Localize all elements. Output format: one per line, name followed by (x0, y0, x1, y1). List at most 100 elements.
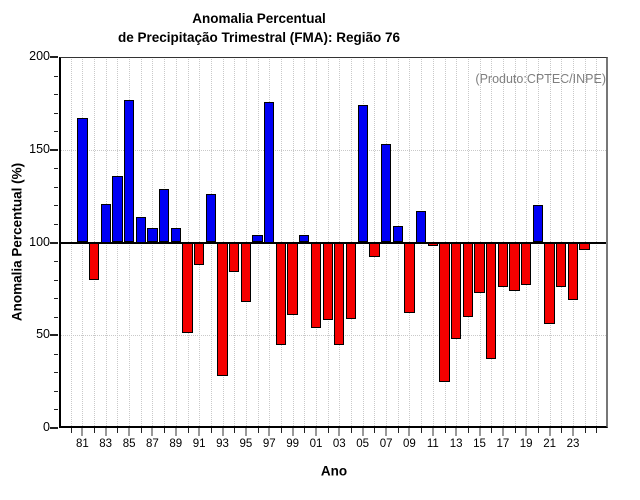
x-major-tick (525, 428, 528, 436)
y-major-tick (50, 56, 58, 58)
bar-1999 (287, 242, 298, 315)
x-major-tick (572, 428, 574, 436)
y-minor-tick (54, 279, 58, 281)
x-minor-tick (70, 428, 72, 433)
bar-2001 (310, 242, 322, 328)
x-major-tick (408, 428, 411, 436)
bar-2014 (462, 242, 473, 317)
x-tick-label: 23 (566, 438, 580, 450)
x-tick-label: 89 (169, 438, 183, 450)
x-tick-label: 87 (145, 438, 159, 450)
x-major-tick (478, 428, 481, 436)
produto-annotation: (Produto:CPTEC/INPE) (475, 72, 606, 86)
y-minor-tick (54, 353, 58, 355)
bar-2010 (415, 211, 427, 243)
y-tick-label: 0 (43, 420, 50, 434)
bar-2016 (486, 242, 497, 360)
x-minor-tick (257, 428, 259, 433)
bar-2005 (357, 105, 368, 243)
x-tick-label: 91 (192, 438, 206, 450)
bar-1995 (240, 242, 252, 302)
y-minor-tick (54, 186, 58, 188)
bar-1994 (229, 242, 240, 273)
x-major-tick (268, 428, 271, 436)
x-tick-label: 17 (496, 438, 510, 450)
bar-1981 (77, 118, 88, 243)
x-major-tick (431, 428, 434, 436)
y-tick-label: 150 (29, 141, 50, 156)
y-minor-tick (54, 94, 58, 96)
x-tick-label: 95 (239, 438, 253, 450)
bar-2012 (439, 242, 450, 382)
x-minor-tick (327, 428, 329, 433)
x-tick-label: 11 (426, 438, 439, 450)
x-minor-tick (467, 428, 469, 433)
x-minor-tick (234, 428, 236, 433)
x-tick-label: 01 (309, 438, 323, 450)
y-major-tick (50, 334, 58, 337)
x-major-tick (315, 428, 317, 436)
bar-2021 (544, 242, 555, 325)
baseline-100 (59, 241, 608, 244)
x-tick-label: 03 (332, 438, 346, 450)
bar-2018 (509, 242, 520, 291)
y-minor-tick (54, 316, 58, 318)
x-major-tick (361, 428, 364, 436)
horizontal-gridline (59, 149, 608, 151)
x-minor-tick (491, 428, 493, 433)
x-major-tick (174, 428, 177, 436)
x-tick-label: 05 (356, 438, 370, 450)
y-tick-label: 100 (29, 234, 50, 249)
x-minor-tick (374, 428, 376, 433)
bar-2017 (497, 242, 509, 287)
x-minor-tick (584, 428, 586, 433)
bar-1985 (123, 99, 135, 243)
x-major-tick (151, 428, 154, 436)
bar-1998 (275, 242, 287, 345)
x-minor-tick (94, 428, 95, 433)
chart-title-line2: de Precipitação Trimestral (FMA): Região… (117, 30, 401, 45)
x-major-tick (81, 428, 84, 436)
bar-2023 (567, 242, 579, 300)
x-minor-tick (164, 428, 166, 433)
bar-2008 (392, 225, 403, 243)
bar-2002 (322, 242, 333, 321)
x-tick-label: 83 (99, 438, 113, 450)
x-minor-tick (397, 428, 399, 433)
x-minor-tick (210, 428, 212, 433)
x-major-tick (548, 428, 551, 436)
x-major-tick (198, 428, 201, 436)
x-tick-label: 85 (122, 438, 136, 450)
x-tick-label: 07 (379, 438, 393, 450)
x-minor-tick (351, 428, 352, 433)
x-major-tick (385, 428, 388, 436)
x-minor-tick (514, 428, 516, 433)
bar-2003 (334, 242, 345, 345)
bar-2004 (345, 242, 357, 319)
x-axis-title: Ano (320, 463, 348, 479)
x-major-tick (244, 428, 247, 436)
x-minor-tick (421, 428, 423, 433)
bar-1990 (182, 242, 193, 334)
y-minor-tick (54, 205, 58, 207)
y-tick-label: 200 (29, 49, 50, 63)
x-tick-label: 15 (473, 438, 486, 450)
bar-2007 (380, 144, 392, 243)
bar-2024 (579, 242, 590, 250)
y-minor-tick (54, 75, 58, 77)
bar-2013 (450, 242, 462, 339)
y-minor-tick (54, 372, 58, 374)
x-tick-label: 21 (543, 438, 556, 450)
y-minor-tick (54, 409, 58, 411)
bar-1987 (147, 227, 158, 243)
x-major-tick (291, 428, 294, 436)
bar-1986 (135, 216, 146, 243)
x-tick-label: 81 (75, 438, 89, 450)
x-tick-label: 93 (216, 438, 229, 450)
x-minor-tick (280, 428, 282, 433)
chart-title-line1: Anomalia Percentual (192, 11, 326, 26)
bar-1992 (205, 194, 217, 243)
bar-2009 (404, 242, 415, 313)
y-major-tick (50, 241, 58, 244)
